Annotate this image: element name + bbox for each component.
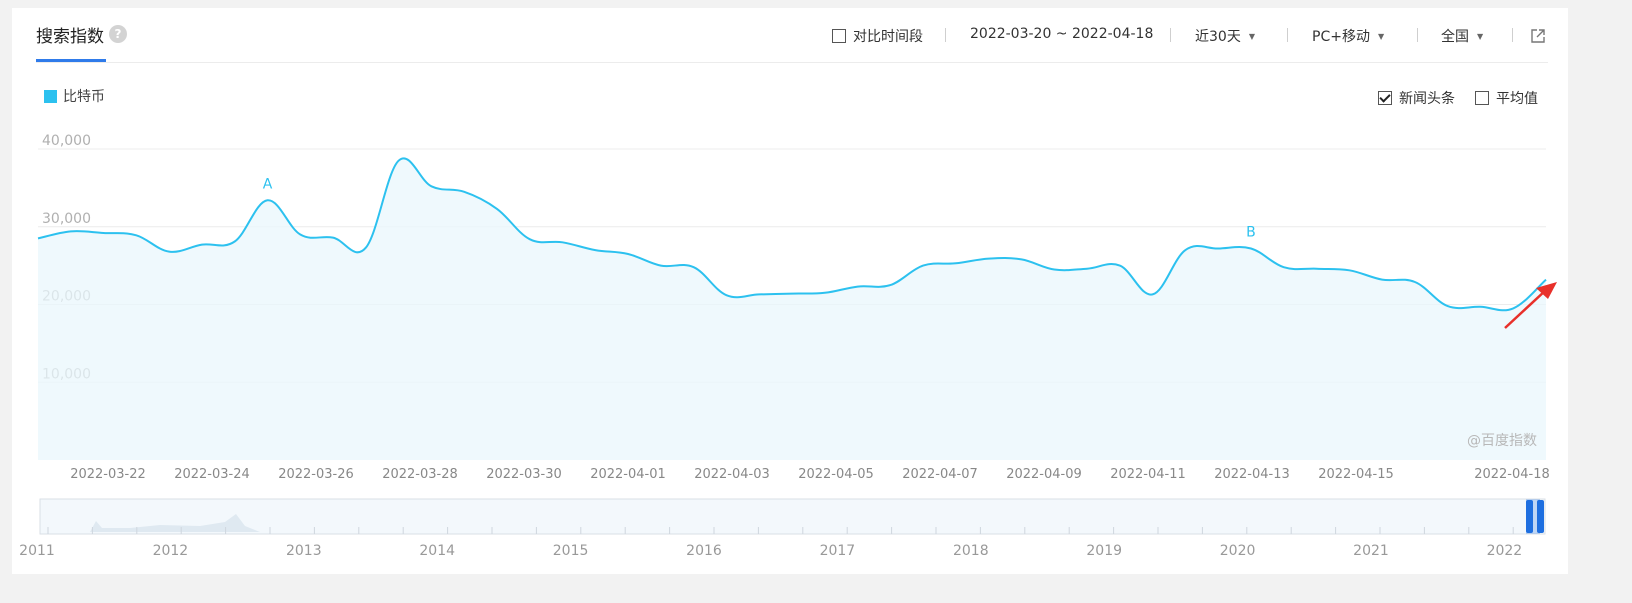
x-tick-label: 2022-04-05 [798,467,874,482]
x-tick-label: 2022-04-03 [694,467,770,482]
overview-ticks [47,527,1514,534]
year-label: 2018 [953,543,989,559]
checkbox-checked-icon[interactable] [1378,91,1392,105]
region-select[interactable]: 全国 ▼ [1441,26,1483,46]
divider [1170,28,1171,42]
page-title[interactable]: 搜索指数 [36,27,104,47]
external-link-icon[interactable] [1530,28,1546,44]
year-label: 2015 [553,543,589,559]
average-checkbox[interactable]: 平均值 [1475,88,1538,108]
y-tick-label: 30,000 [42,211,91,227]
year-label: 2012 [153,543,189,559]
x-tick-label: 2022-04-07 [902,467,978,482]
x-axis-ticks: 2022-03-22 2022-03-24 2022-03-26 2022-03-28… [70,467,1550,482]
compare-period-checkbox[interactable]: 对比时间段 [832,26,923,46]
region-value: 全国 [1441,29,1469,45]
year-label: 2020 [1220,543,1256,559]
checkbox-icon[interactable] [832,29,846,43]
x-tick-label: 2022-03-30 [486,467,562,482]
x-tick-label: 2022-04-01 [590,467,666,482]
divider [945,28,946,42]
active-tab-indicator [36,59,106,62]
legend-label: 比特币 [63,89,105,105]
year-label: 2021 [1353,543,1389,559]
x-tick-label: 2022-04-18 [1474,467,1550,482]
news-headlines-checkbox[interactable]: 新闻头条 [1378,88,1455,108]
x-tick-label: 2022-03-24 [174,467,250,482]
caret-down-icon: ▼ [1477,32,1484,41]
divider [1287,28,1288,42]
x-tick-label: 2022-04-11 [1110,467,1186,482]
period-value: 近30天 [1195,29,1241,45]
overview-handle-right[interactable] [1537,500,1544,533]
news-label: 新闻头条 [1399,91,1455,107]
question-circle-icon[interactable]: ? [109,25,127,43]
overview-window[interactable] [39,498,1546,535]
date-range-picker[interactable]: 2022-03-20 ~ 2022-04-18 [970,26,1154,42]
series-area [38,158,1546,460]
x-tick-label: 2022-03-28 [382,467,458,482]
watermark: @百度指数 [1467,433,1537,449]
caret-down-icon: ▼ [1248,32,1255,41]
year-label: 2022 [1487,543,1523,559]
year-label: 2011 [19,543,55,559]
annotations: AB [263,176,1256,240]
avg-label: 平均值 [1496,91,1538,107]
year-label: 2017 [820,543,856,559]
overview-history-area [90,514,260,532]
year-label: 2016 [686,543,722,559]
caret-down-icon: ▼ [1377,32,1385,41]
device-value: PC+移动 [1312,29,1370,45]
overview-year-labels: 2011 2012 2013 2014 2015 2016 2017 2018 2019 2020… [19,543,1522,559]
year-label: 2019 [1086,543,1122,559]
legend[interactable]: 比特币 [44,86,105,106]
annotation-label[interactable]: A [263,176,273,192]
series-line[interactable] [37,157,1547,312]
year-label: 2014 [419,543,455,559]
period-select[interactable]: 近30天 ▼ [1195,26,1255,46]
device-select[interactable]: PC+移动 ▼ [1312,26,1384,46]
annotation-label[interactable]: B [1246,225,1256,241]
x-tick-label: 2022-04-13 [1214,467,1290,482]
year-label: 2013 [286,543,322,559]
y-tick-label: 40,000 [42,133,91,149]
red-arrow-icon [1504,282,1557,329]
x-tick-label: 2022-03-22 [70,467,146,482]
overview-handle-left[interactable] [1526,500,1533,533]
x-tick-label: 2022-04-15 [1318,467,1394,482]
x-tick-label: 2022-03-26 [278,467,354,482]
header-divider [36,62,1548,63]
header-bar: 搜索指数 ? 对比时间段 2022-03-20 ~ 2022-04-18 近30… [12,8,1568,62]
x-tick-label: 2022-04-09 [1006,467,1082,482]
compare-label: 对比时间段 [853,29,923,45]
divider [1512,28,1513,42]
legend-swatch [44,90,57,103]
divider [1417,28,1418,42]
checkbox-icon[interactable] [1475,91,1489,105]
